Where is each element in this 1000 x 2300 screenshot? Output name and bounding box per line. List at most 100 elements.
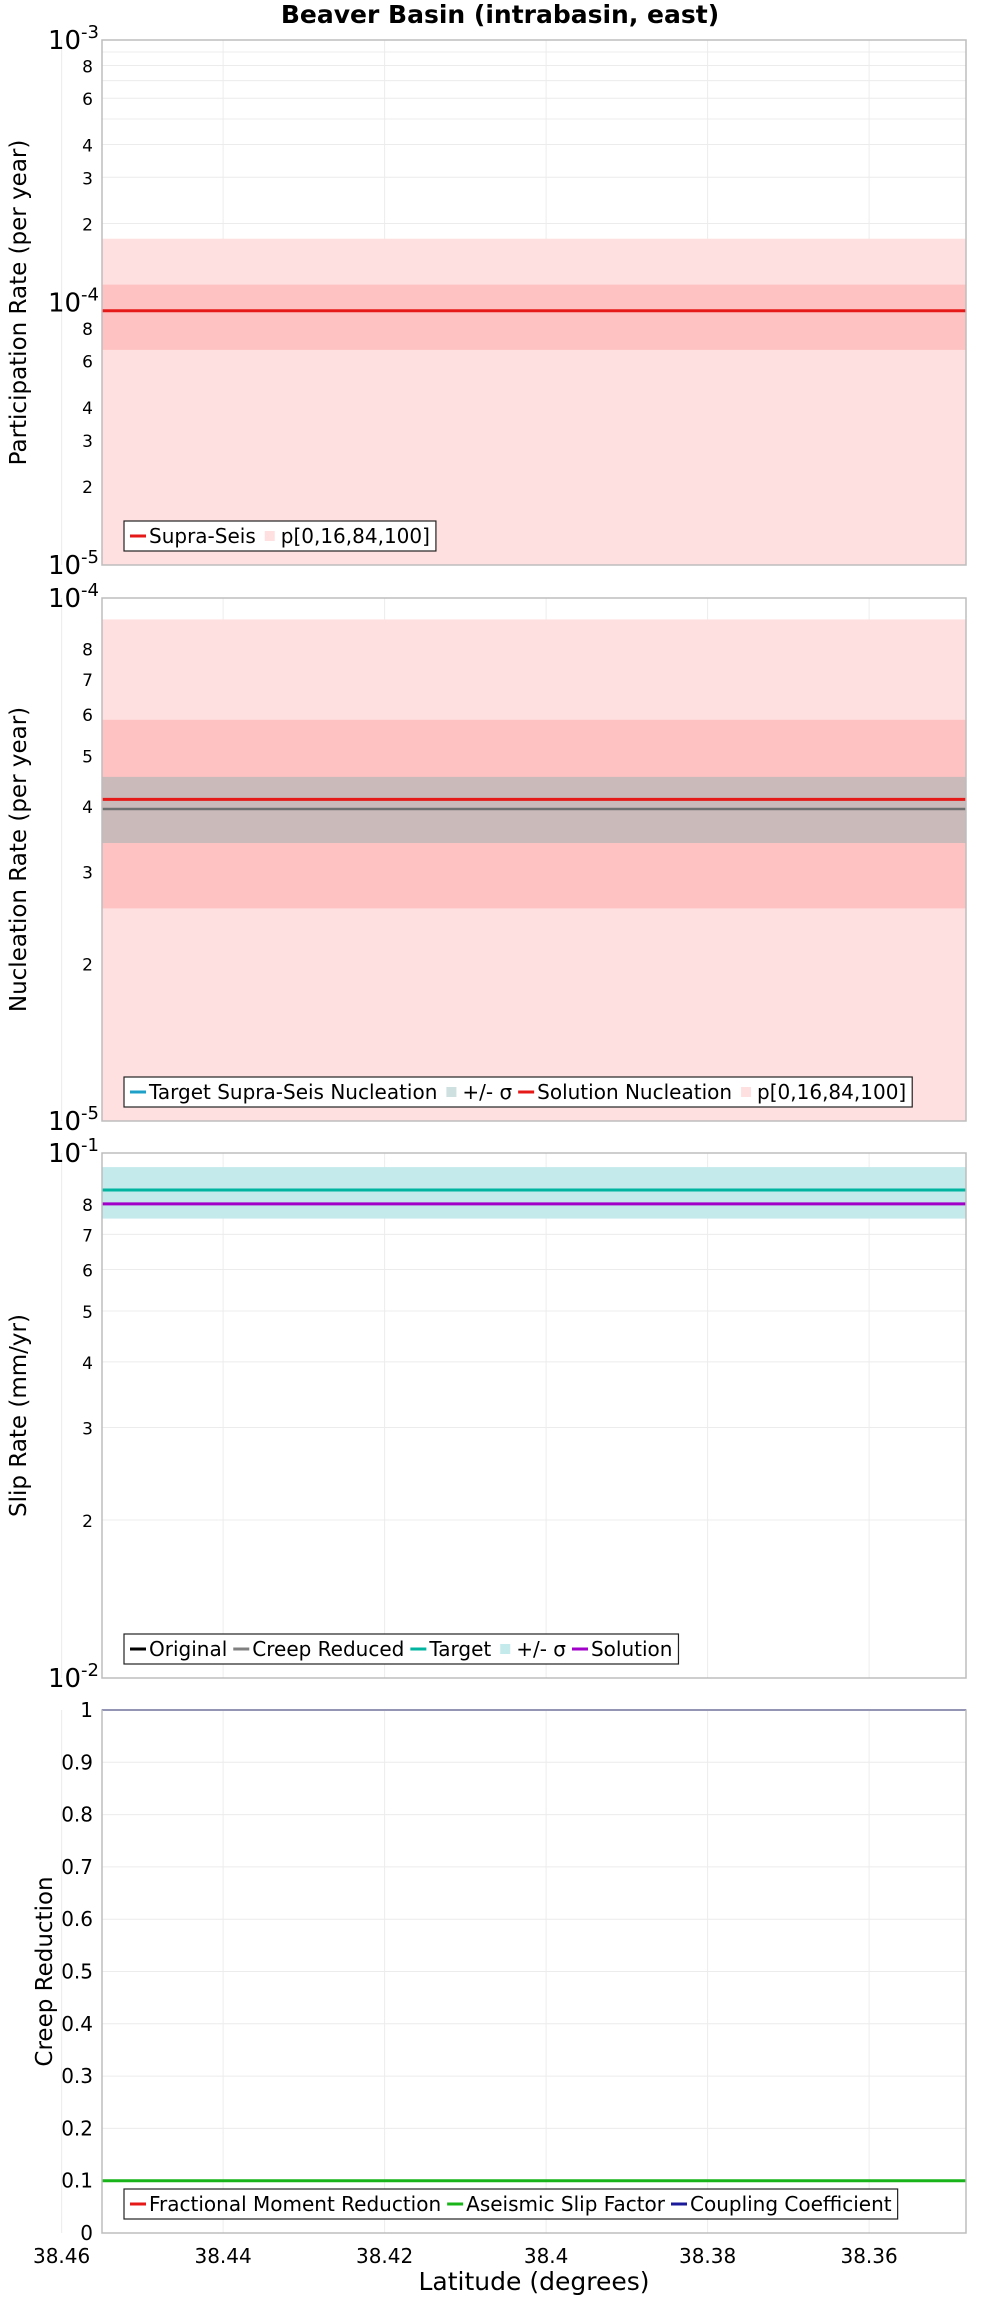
y-tick-label: 6 [82,706,93,726]
legend-item: Original [149,1637,227,1661]
y-tick-label: 7 [82,671,93,691]
legend-frame [123,520,437,552]
y-axis-label: Participation Rate (per year) [6,140,32,466]
slip-sigma-band [102,1167,966,1219]
legend-item: Supra-Seis [149,524,256,548]
legend: Original Creep Reduced Target +/- σ Solution [123,1633,680,1665]
legend-item: Fractional Moment Reduction [149,2192,441,2216]
y-tick-label: 0.8 [61,1803,93,1827]
legend: Target Supra-Seis Nucleation +/- σ Solutio… [123,1076,913,1108]
y-tick-label: 4 [82,1354,93,1374]
legend-swatch-patch [264,531,275,541]
legend-item: Solution Nucleation [537,1080,732,1104]
y-tick-label: 0.3 [61,2064,93,2088]
x-axis-label: Latitude (degrees) [419,2267,650,2296]
y-tick-label: 0.9 [61,1750,93,1774]
legend-item: Creep Reduced [252,1637,404,1661]
y-tick-label: 6 [82,1261,93,1281]
y-tick-label: 10-5 [48,1103,99,1137]
y-tick-base: 10 [48,584,81,614]
chart-title: Beaver Basin (intrabasin, east) [281,0,719,29]
y-tick-exponent: -1 [81,1135,99,1156]
y-tick-label: 4 [82,136,93,156]
legend-item: +/- σ [516,1637,566,1661]
y-tick-label: 3 [82,432,93,452]
chart-panel-4: 0 0.1 0.2 0.3 0.4 0.5 0.6 0.7 0.8 0.9 1 Creep Reduc… [32,1698,967,2296]
y-tick-label: 0.2 [61,2116,93,2140]
y-tick-exponent: -5 [81,1103,99,1124]
legend-swatch-patch [741,1087,752,1097]
plot-frame [101,1152,967,1679]
legend-swatch-patch [500,1644,511,1654]
legend-item: +/- σ [462,1080,512,1104]
legend-item: Solution [591,1637,672,1661]
y-tick-exponent: -5 [81,547,99,568]
y-tick-base: 10 [48,551,81,581]
y-tick-label: 10-2 [48,1660,99,1694]
y-tick-label: 0 [80,2221,93,2245]
y-tick-label: 10-4 [48,285,99,319]
y-tick-base: 10 [48,26,81,56]
y-tick-label: 4 [82,798,93,818]
y-tick-label: 3 [82,863,93,883]
x-tick-label: 38.44 [194,2244,251,2268]
x-tick-label: 38.36 [840,2244,897,2268]
y-tick-label: 10-1 [48,1135,99,1169]
legend-item: Target [428,1637,491,1661]
legend-frame [123,2188,899,2220]
y-tick-label: 6 [82,90,93,110]
y-axis-label: Slip Rate (mm/yr) [6,1314,32,1517]
y-tick-label: 3 [82,1420,93,1440]
y-tick-label: 0.6 [61,1907,93,1931]
y-tick-label: 2 [82,956,93,976]
y-tick-label: 0.7 [61,1855,93,1879]
legend-item: p[0,16,84,100] [281,524,430,548]
plot-frame [101,39,967,566]
y-tick-exponent: -2 [81,1660,99,1681]
legend-item: Aseismic Slip Factor [466,2192,666,2216]
legend-item: Target Supra-Seis Nucleation [148,1080,437,1104]
y-tick-label: 8 [82,57,93,77]
plot-frame [101,1709,967,2234]
plot-frame [101,597,967,1122]
legend-item: p[0,16,84,100] [757,1080,906,1104]
y-tick-label: 1 [80,1698,93,1722]
y-tick-label: 2 [82,215,93,235]
y-axis-label: Creep Reduction [32,1876,58,2066]
y-tick-base: 10 [48,1664,81,1694]
y-tick-label: 3 [82,169,93,189]
y-tick-label: 4 [82,399,93,419]
legend-swatch-patch [446,1087,457,1097]
legend: Supra-Seis p[0,16,84,100] [123,520,437,552]
y-tick-label: 5 [82,747,93,767]
legend-frame [123,1076,913,1108]
y-tick-label: 2 [82,478,93,498]
y-tick-label: 2 [82,1512,93,1532]
x-tick-label: 38.38 [679,2244,736,2268]
x-tick-label: 38.46 [33,2244,90,2268]
y-tick-label: 10-3 [48,22,99,56]
y-tick-label: 0.1 [61,2169,93,2193]
y-tick-exponent: -4 [81,285,99,306]
x-tick-label: 38.4 [524,2244,569,2268]
y-tick-label: 0.4 [61,2012,93,2036]
y-tick-label: 0.5 [61,1960,93,1984]
y-tick-exponent: -4 [81,580,99,601]
y-tick-label: 10-5 [48,547,99,581]
legend: Fractional Moment Reduction Aseismic Slip… [123,2188,899,2220]
y-tick-label: 8 [82,320,93,340]
y-tick-base: 10 [48,289,81,319]
y-tick-label: 8 [82,641,93,661]
y-tick-label: 5 [82,1303,93,1323]
percentile-band-inner [102,284,966,350]
y-tick-base: 10 [48,1139,81,1169]
y-tick-base: 10 [48,1107,81,1137]
legend-item: Coupling Coefficient [690,2192,892,2216]
y-tick-label: 6 [82,353,93,373]
y-tick-label: 7 [82,1226,93,1246]
